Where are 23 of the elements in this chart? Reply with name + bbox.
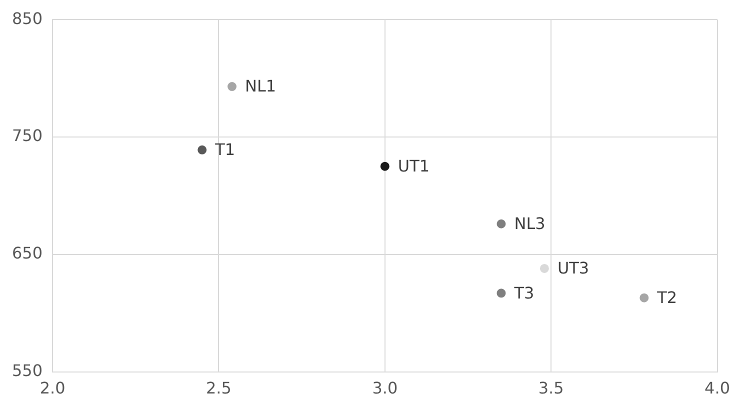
x-tick-label: 4.0 xyxy=(704,378,730,398)
point xyxy=(496,288,506,298)
series-label: NL3 xyxy=(514,214,546,234)
series-label: UT3 xyxy=(557,258,590,278)
series-label: T1 xyxy=(214,140,236,160)
x-tick-label: 2.0 xyxy=(40,378,66,398)
point xyxy=(640,293,649,302)
point xyxy=(198,145,207,154)
series-label: T2 xyxy=(656,288,678,307)
y-tick-label: 550 xyxy=(12,360,43,380)
y-tick-label: 750 xyxy=(12,126,43,146)
point xyxy=(380,162,390,171)
y-tick-label: 850 xyxy=(12,8,43,28)
series-label: T3 xyxy=(513,283,534,302)
x-tick-label: 3.5 xyxy=(538,378,564,398)
series-label: UT1 xyxy=(398,156,430,176)
series-label: NL1 xyxy=(245,76,276,96)
point xyxy=(228,82,237,92)
point xyxy=(540,264,549,273)
point xyxy=(496,219,506,228)
x-tick-label: 3.0 xyxy=(372,378,398,398)
y-tick-label: 650 xyxy=(12,244,43,263)
x-tick-label: 2.5 xyxy=(206,378,232,398)
